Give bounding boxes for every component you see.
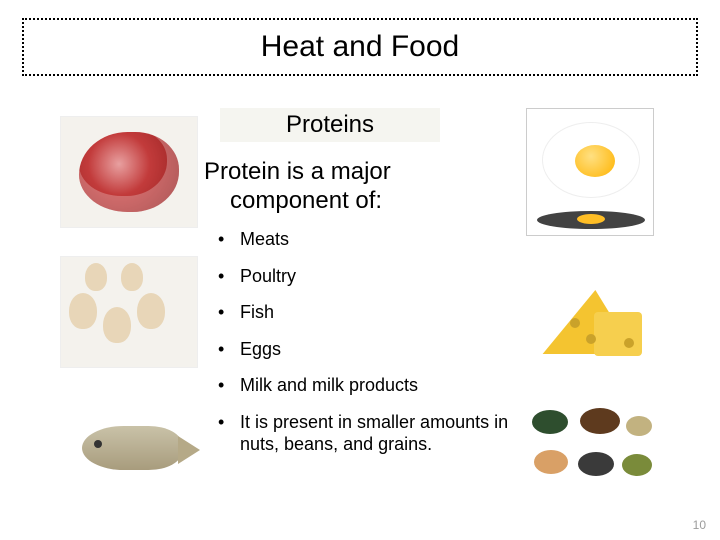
intro-line-1: Protein is a major (204, 158, 464, 187)
image-cheese (520, 268, 662, 376)
bullet-icon: • (218, 228, 240, 251)
bullet-icon: • (218, 338, 240, 361)
image-poultry (60, 256, 198, 368)
egg-icon (527, 109, 653, 235)
bullet-text: It is present in smaller amounts in nuts… (240, 411, 518, 456)
steak-icon (79, 132, 179, 212)
title-box: Heat and Food (22, 18, 698, 76)
subtitle-box: Proteins (220, 108, 440, 142)
bullet-icon: • (218, 411, 240, 434)
image-grains (520, 398, 662, 496)
list-item: • It is present in smaller amounts in nu… (218, 411, 518, 456)
bullet-icon: • (218, 265, 240, 288)
subtitle: Proteins (286, 111, 374, 139)
bullet-icon: • (218, 301, 240, 324)
page-number: 10 (693, 518, 706, 532)
bullet-text: Fish (240, 301, 274, 324)
list-item: • Eggs (218, 338, 518, 361)
grains-icon (520, 398, 662, 496)
intro-text: Protein is a major component of: (204, 158, 464, 216)
bullet-text: Eggs (240, 338, 281, 361)
slide-title: Heat and Food (261, 30, 459, 64)
image-fish (50, 398, 210, 498)
list-item: • Meats (218, 228, 518, 251)
poultry-icon (61, 257, 197, 367)
bullet-text: Milk and milk products (240, 374, 418, 397)
image-egg (526, 108, 654, 236)
cheese-icon (536, 282, 646, 362)
list-item: • Fish (218, 301, 518, 324)
fish-icon (60, 418, 200, 478)
bullet-text: Meats (240, 228, 289, 251)
list-item: • Poultry (218, 265, 518, 288)
image-steak (60, 116, 198, 228)
bullet-text: Poultry (240, 265, 296, 288)
bullet-icon: • (218, 374, 240, 397)
intro-line-2: component of: (204, 187, 464, 216)
bullet-list: • Meats • Poultry • Fish • Eggs • Milk a… (218, 228, 518, 470)
list-item: • Milk and milk products (218, 374, 518, 397)
